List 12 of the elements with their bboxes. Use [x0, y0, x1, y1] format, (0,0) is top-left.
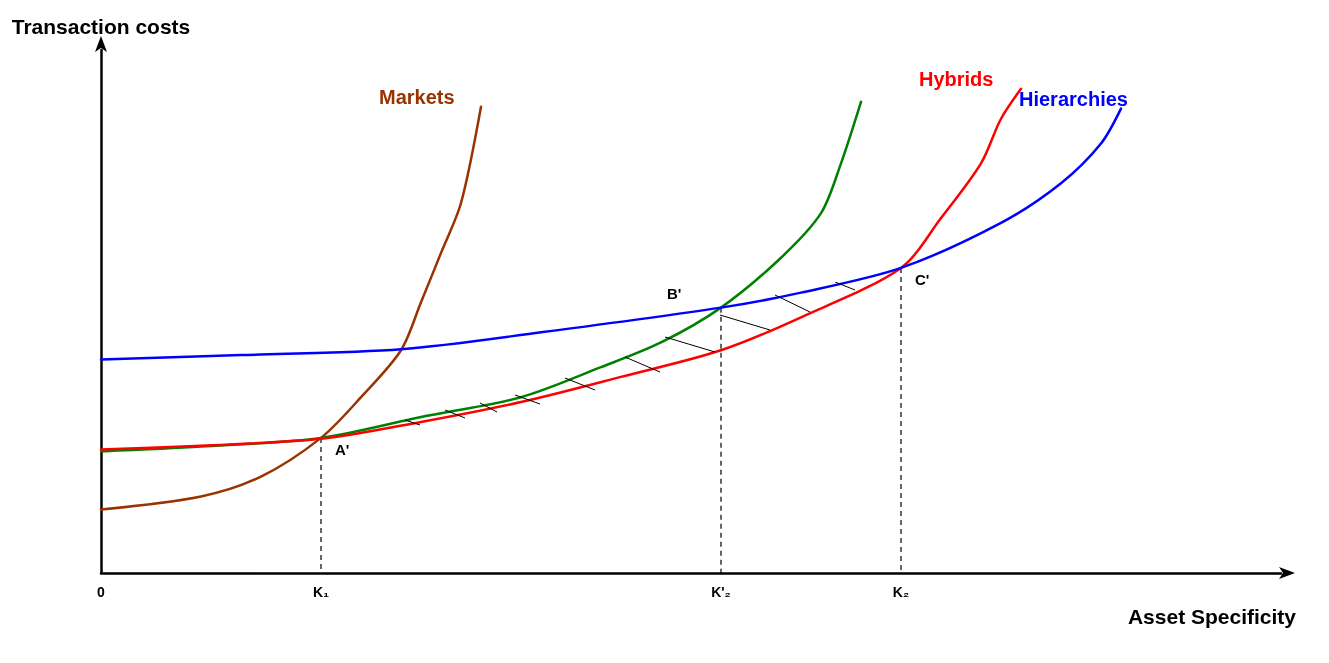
annotation: A': [335, 440, 350, 458]
y-axis-title: Transaction costs: [11, 14, 191, 38]
series-label: Hierarchies: [1019, 87, 1128, 110]
x-tick-label: K₂: [892, 584, 910, 600]
x-tick-label: 0: [97, 584, 106, 600]
annotation: B': [667, 284, 682, 302]
x-tick-label: K'₂: [711, 584, 731, 600]
x-tick-label: K₁: [313, 584, 330, 600]
series-label: Markets: [379, 85, 455, 108]
x-axis-title: Asset Specificity: [1127, 604, 1297, 628]
series-label: Hybrids: [919, 67, 994, 90]
annotation: C': [915, 270, 930, 288]
